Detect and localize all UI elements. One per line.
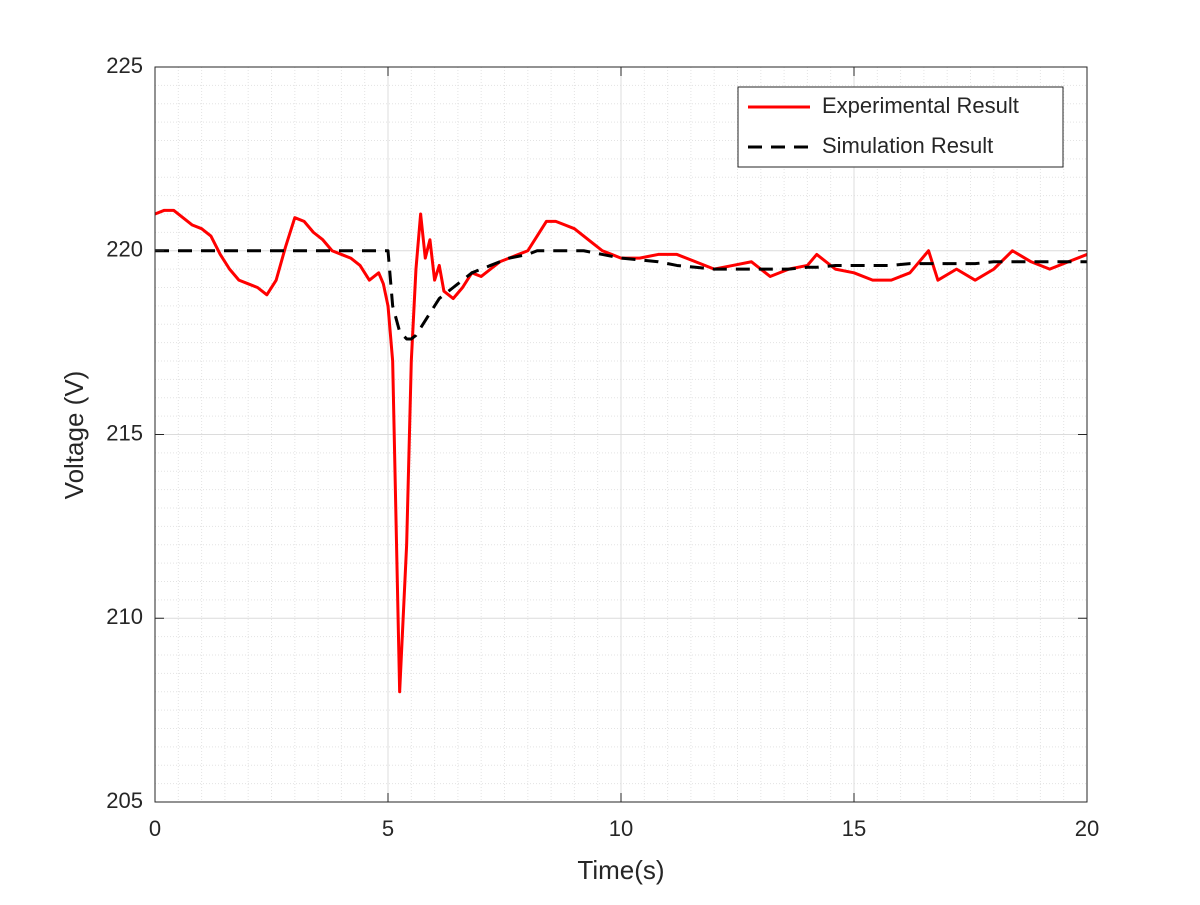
legend-label: Experimental Result <box>822 93 1019 118</box>
y-tick-label: 215 <box>106 420 143 445</box>
x-tick-label: 20 <box>1075 816 1099 841</box>
x-tick-label: 0 <box>149 816 161 841</box>
series-line <box>154 208 1088 694</box>
plot <box>154 208 1088 694</box>
y-axis-label: Voltage (V) <box>59 371 89 500</box>
legend-box <box>737 86 1064 168</box>
y-tick-label: 205 <box>106 788 143 813</box>
x-axis-label: Time(s) <box>577 855 664 885</box>
legend-label: Simulation Result <box>822 133 993 158</box>
x-tick-label: 15 <box>842 816 866 841</box>
x-tick-label: 5 <box>382 816 394 841</box>
y-tick-label: 225 <box>106 53 143 78</box>
y-tick-label: 220 <box>106 237 143 262</box>
x-tick-label: 10 <box>609 816 633 841</box>
grid <box>154 66 1088 803</box>
series-line <box>155 249 1087 341</box>
axes-box <box>154 66 1088 803</box>
y-tick-label: 210 <box>106 604 143 629</box>
